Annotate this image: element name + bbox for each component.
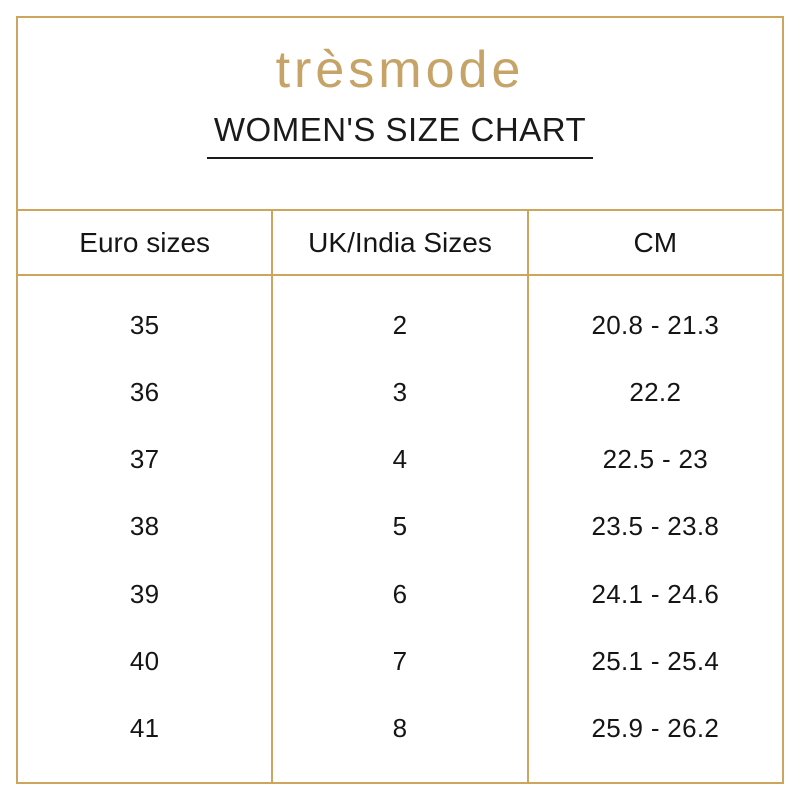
table-cell: 25.9 - 26.2 — [591, 712, 720, 743]
table-cell: 36 — [129, 377, 160, 408]
table-cell: 5 — [392, 511, 408, 542]
table-cell: 22.2 — [629, 377, 682, 408]
table-header-uk-india-sizes: UK/India Sizes — [271, 211, 526, 274]
table-cell: 20.8 - 21.3 — [591, 310, 720, 341]
table-cell: 24.1 - 24.6 — [591, 578, 720, 609]
table-cell: 25.1 - 25.4 — [591, 645, 720, 676]
table-cell: 6 — [392, 578, 408, 609]
page-title: WOMEN'S SIZE CHART — [206, 111, 594, 160]
column-uk-india-sizes: 2 3 4 5 6 7 8 — [271, 276, 526, 782]
column-cm: 20.8 - 21.3 22.2 22.5 - 23 23.5 - 23.8 2… — [526, 276, 782, 782]
table-header-row: Euro sizes UK/India Sizes CM — [18, 209, 782, 276]
size-table: Euro sizes UK/India Sizes CM 35 36 37 38… — [18, 209, 782, 782]
table-cell: 37 — [129, 444, 160, 475]
table-cell: 7 — [392, 645, 408, 676]
table-cell: 40 — [129, 645, 160, 676]
table-cell: 39 — [129, 578, 160, 609]
table-cell: 38 — [129, 511, 160, 542]
brand-section: trèsmode WOMEN'S SIZE CHART — [18, 18, 782, 209]
gold-frame-border: trèsmode WOMEN'S SIZE CHART Euro sizes U… — [16, 16, 784, 784]
table-cell: 8 — [392, 712, 408, 743]
table-body: 35 36 37 38 39 40 41 2 3 4 5 6 7 8 — [18, 276, 782, 782]
table-header-cm: CM — [526, 211, 782, 274]
table-cell: 3 — [392, 377, 408, 408]
brand-logo: trèsmode — [275, 41, 525, 99]
table-header-euro-sizes: Euro sizes — [79, 226, 211, 258]
table-cell: 41 — [129, 712, 160, 743]
column-euro-sizes: 35 36 37 38 39 40 41 — [18, 276, 271, 782]
table-cell: 35 — [129, 310, 160, 341]
table-cell: 2 — [392, 310, 408, 341]
table-cell: 23.5 - 23.8 — [591, 511, 720, 542]
table-cell: 22.5 - 23 — [602, 444, 708, 475]
table-cell: 4 — [392, 444, 408, 475]
